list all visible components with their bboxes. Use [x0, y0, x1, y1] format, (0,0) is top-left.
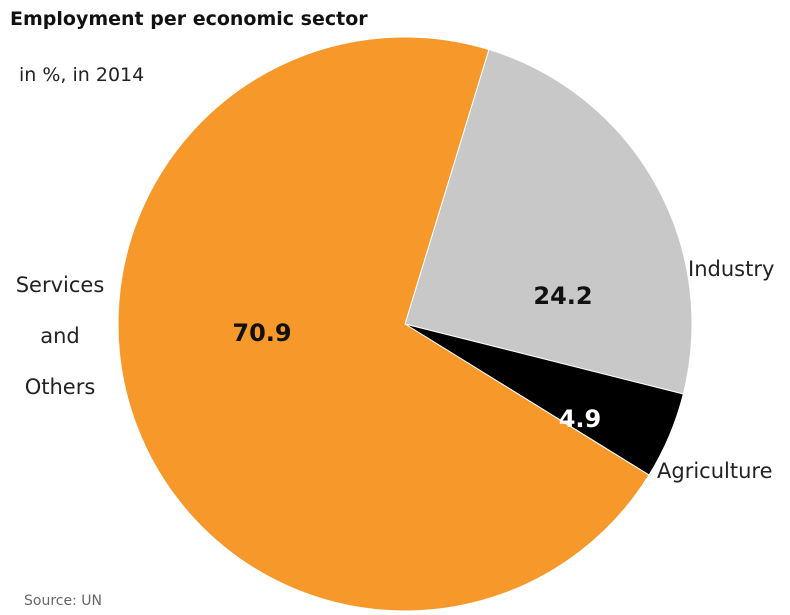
slice-category-label: Services	[16, 273, 105, 297]
slice-value-label: 4.9	[559, 405, 602, 433]
source-note: Source: UN	[24, 593, 102, 609]
slice-category-label: Agriculture	[657, 459, 773, 483]
slice-category-label: and	[40, 324, 80, 348]
slice-value-label: 70.9	[232, 319, 291, 347]
slice-value-label: 24.2	[533, 282, 592, 310]
slice-category-label: Industry	[688, 257, 774, 281]
slice-category-label: Others	[25, 375, 96, 399]
